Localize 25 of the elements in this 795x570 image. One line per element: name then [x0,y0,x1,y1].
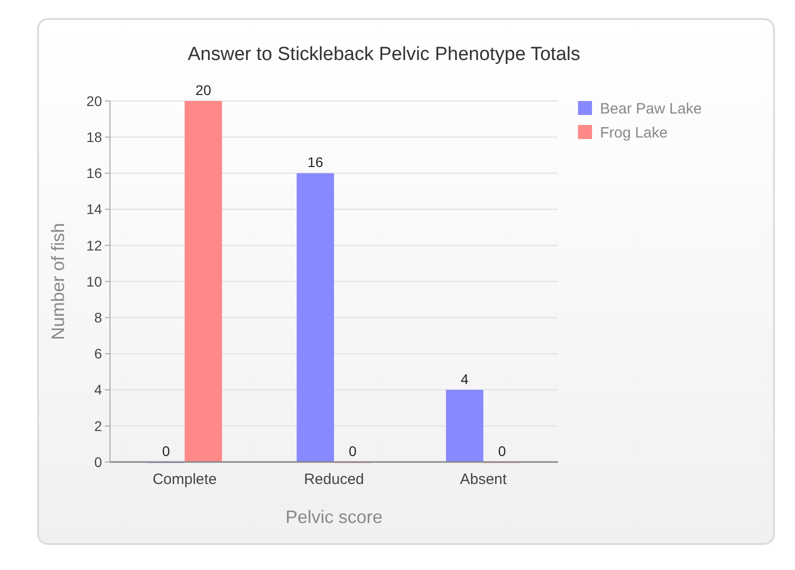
y-tick-label: 16 [86,165,102,182]
data-label: 4 [460,370,469,387]
data-label: 0 [348,443,357,459]
y-tick-label: 2 [94,418,102,434]
chart-title: Answer to Stickleback Pelvic Phenotype Totals [188,44,580,65]
y-tick-label: 12 [86,237,102,254]
y-tick-label: 20 [86,92,102,109]
y-tick-label: 10 [86,273,102,290]
y-tick-label: 4 [94,382,102,398]
data-label: 0 [498,443,506,459]
y-axis-title: Number of fish [48,222,68,340]
legend-label: Bear Paw Lake [600,100,702,118]
y-tick-label: 18 [86,129,102,145]
x-tick-label: Reduced [304,471,364,488]
y-tick-label: 0 [94,454,102,470]
y-tick-label: 8 [94,310,102,326]
data-label: 16 [308,154,324,170]
x-tick-label: Complete [152,471,217,488]
legend-label: Frog Lake [600,124,668,142]
data-label: 20 [196,82,212,98]
data-label: 0 [162,443,170,459]
y-tick-label: 14 [86,201,102,218]
y-tick-label: 6 [94,346,102,362]
x-axis-title: Pelvic score [285,507,383,527]
x-tick-label: Absent [460,471,508,488]
